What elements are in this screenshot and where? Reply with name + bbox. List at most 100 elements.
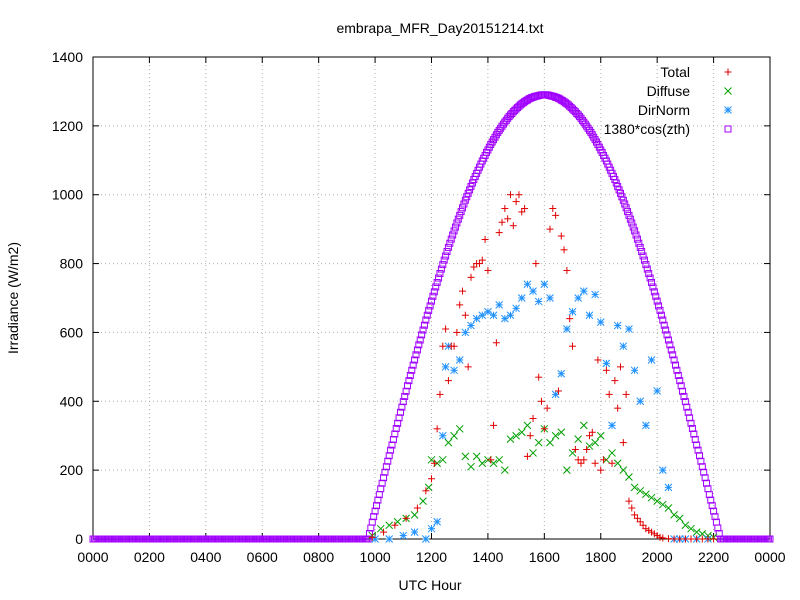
- data-point: [512, 198, 520, 206]
- data-point: [594, 356, 602, 364]
- data-point: [557, 428, 566, 437]
- data-point: [426, 302, 434, 310]
- data-point: [676, 377, 684, 385]
- data-point: [642, 261, 650, 269]
- data-point: [433, 517, 441, 526]
- x-tick-label: 0000: [77, 549, 108, 565]
- data-point: [534, 297, 543, 306]
- data-point: [681, 521, 690, 530]
- data-point: [411, 356, 419, 364]
- x-tick-label: 0200: [134, 549, 165, 565]
- data-point: [460, 200, 468, 208]
- data-point: [656, 306, 664, 314]
- data-point: [557, 369, 566, 378]
- data-point: [439, 261, 447, 269]
- data-point: [521, 204, 529, 212]
- data-point: [444, 243, 452, 251]
- data-point: [643, 265, 651, 273]
- data-point: [650, 288, 658, 296]
- data-point: [585, 311, 594, 320]
- data-point: [413, 346, 421, 354]
- data-point: [391, 521, 399, 529]
- data-point: [459, 287, 467, 295]
- data-point: [660, 321, 668, 329]
- y-tick-label: 1000: [52, 187, 83, 203]
- data-point: [454, 215, 462, 223]
- data-point: [512, 431, 520, 440]
- data-point: [422, 535, 430, 543]
- data-point: [436, 270, 444, 278]
- data-point: [614, 404, 622, 412]
- data-point: [504, 215, 512, 223]
- data-point: [515, 191, 523, 199]
- data-point: [546, 225, 554, 233]
- x-tick-label: 1200: [416, 549, 447, 565]
- data-point: [461, 452, 470, 461]
- data-point: [517, 294, 526, 302]
- x-tick-label: 0000: [754, 549, 785, 565]
- data-point: [596, 431, 605, 440]
- data-point: [636, 486, 645, 495]
- x-tick-label: 1400: [472, 549, 503, 565]
- x-tick-label: 0600: [247, 549, 278, 565]
- data-point: [540, 280, 549, 289]
- data-point: [438, 431, 447, 440]
- data-point: [574, 435, 583, 444]
- data-point: [605, 390, 613, 398]
- data-point: [552, 211, 560, 219]
- data-point: [549, 204, 557, 212]
- data-point: [447, 235, 455, 243]
- data-point: [437, 265, 445, 273]
- data-point: [410, 511, 419, 519]
- data-point: [439, 342, 447, 350]
- data-point: [538, 397, 546, 405]
- data-point: [506, 311, 515, 320]
- data-point: [408, 366, 416, 374]
- data-point: [396, 408, 404, 416]
- y-tick-label: 0: [75, 531, 83, 547]
- data-point: [481, 235, 489, 243]
- data-point: [664, 483, 673, 492]
- data-point: [630, 483, 639, 492]
- data-point: [402, 514, 410, 522]
- data-point: [430, 288, 438, 296]
- axes: 0000 0200 0400 0600 0800 1000 1200 1400 1600 1800…: [52, 49, 786, 565]
- data-point: [692, 528, 701, 536]
- data-point: [385, 535, 394, 543]
- data-point: [399, 398, 407, 406]
- data-point: [616, 363, 624, 371]
- data-point: [659, 316, 667, 324]
- data-point: [495, 229, 503, 237]
- data-point: [646, 274, 654, 282]
- data-point: [683, 403, 691, 411]
- y-tick-label: 1400: [52, 49, 83, 65]
- data-point: [652, 292, 660, 300]
- data-point: [640, 256, 648, 264]
- legend: Total Diffuse DirNorm 1380*cos(zth): [604, 64, 732, 137]
- data-point: [626, 215, 634, 223]
- data-point: [551, 431, 560, 440]
- data-point: [638, 248, 646, 256]
- data-point: [648, 279, 656, 287]
- data-point: [622, 204, 630, 212]
- legend-label: 1380*cos(zth): [604, 121, 690, 137]
- data-point: [498, 218, 506, 226]
- data-point: [438, 455, 447, 464]
- data-point: [628, 504, 636, 512]
- data-point: [563, 266, 571, 274]
- data-point: [591, 459, 599, 467]
- data-point: [418, 331, 426, 339]
- data-point: [517, 428, 526, 437]
- data-point: [428, 297, 435, 305]
- data-point: [416, 336, 424, 344]
- data-point: [446, 239, 454, 247]
- data-point: [509, 222, 517, 230]
- data-point: [495, 301, 504, 309]
- y-axis-title: Irradiance (W/m2): [5, 242, 21, 354]
- legend-marker: [724, 68, 732, 76]
- data-point: [675, 514, 684, 523]
- legend-label: Diffuse: [647, 83, 691, 99]
- data-point: [591, 438, 599, 447]
- data-point: [625, 497, 633, 505]
